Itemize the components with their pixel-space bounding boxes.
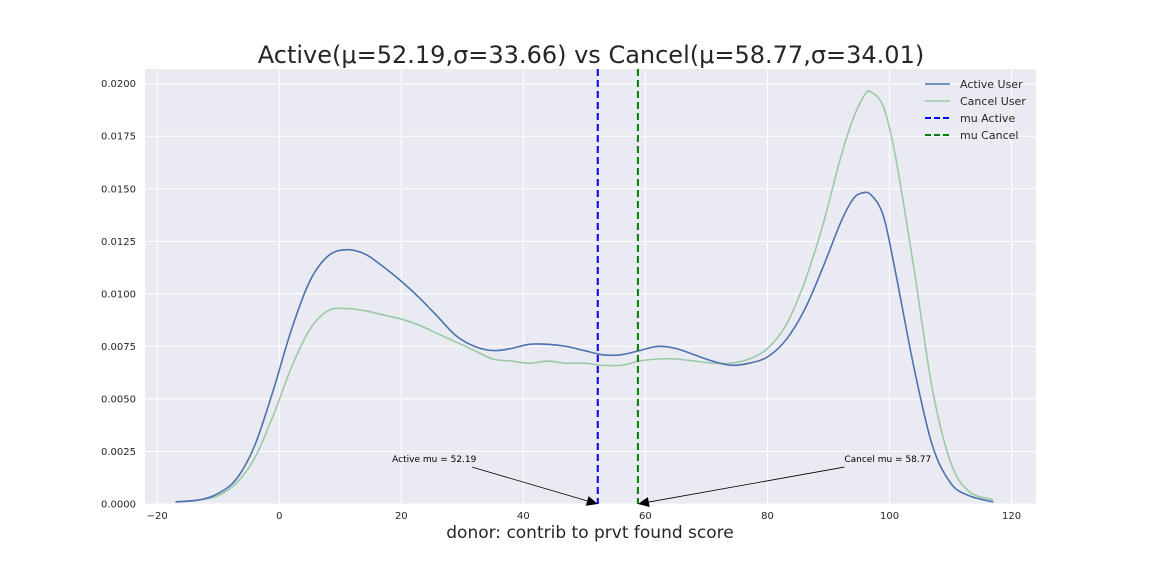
plot-background <box>145 69 1036 504</box>
legend-label-cancel-user: Cancel User <box>960 95 1026 108</box>
y-tick-label: 0.0200 <box>101 79 136 90</box>
y-tick-label: 0.0050 <box>101 394 136 405</box>
active-user-kde-line <box>175 191 994 503</box>
annotation-arrow-shaft <box>472 466 588 502</box>
x-tick-label: 60 <box>639 511 652 522</box>
annotation-label-2: Cancel mu = 58.77 <box>844 455 931 465</box>
annotation-arrow-head <box>585 496 598 506</box>
x-tick-label: −20 <box>147 511 168 522</box>
y-tick-label: 0.0125 <box>101 237 136 248</box>
legend-label-active-user: Active User <box>960 78 1023 91</box>
annotation-arrow-shaft <box>648 466 845 503</box>
legend: Active User Cancel User mu Active mu Cancel <box>925 78 1026 142</box>
x-tick-label: 120 <box>1002 511 1021 522</box>
x-tick-label: 40 <box>517 511 530 522</box>
y-tick-label: 0.0175 <box>101 132 136 143</box>
cancel-user-kde-line <box>175 89 994 503</box>
x-axis-label: donor: contrib to prvt found score <box>446 523 733 543</box>
x-tick-label: 100 <box>880 511 899 522</box>
legend-label-mu-active: mu Active <box>960 112 1015 125</box>
y-tick-label: 0.0100 <box>101 289 136 300</box>
legend-label-mu-cancel: mu Cancel <box>960 129 1018 142</box>
y-tick-label: 0.0000 <box>101 500 136 511</box>
y-tick-label: 0.0075 <box>101 342 136 353</box>
y-tick-label: 0.0150 <box>101 184 136 195</box>
chart-title: Active(μ=52.19,σ=33.66) vs Cancel(μ=58.7… <box>258 41 924 69</box>
x-tick-label: 0 <box>276 511 282 522</box>
y-tick-label: 0.0025 <box>101 447 136 458</box>
annotation-arrow-head <box>637 497 650 507</box>
x-tick-label: 20 <box>395 511 408 522</box>
x-tick-label: 80 <box>761 511 774 522</box>
annotation-label-1: Active mu = 52.19 <box>392 455 476 465</box>
